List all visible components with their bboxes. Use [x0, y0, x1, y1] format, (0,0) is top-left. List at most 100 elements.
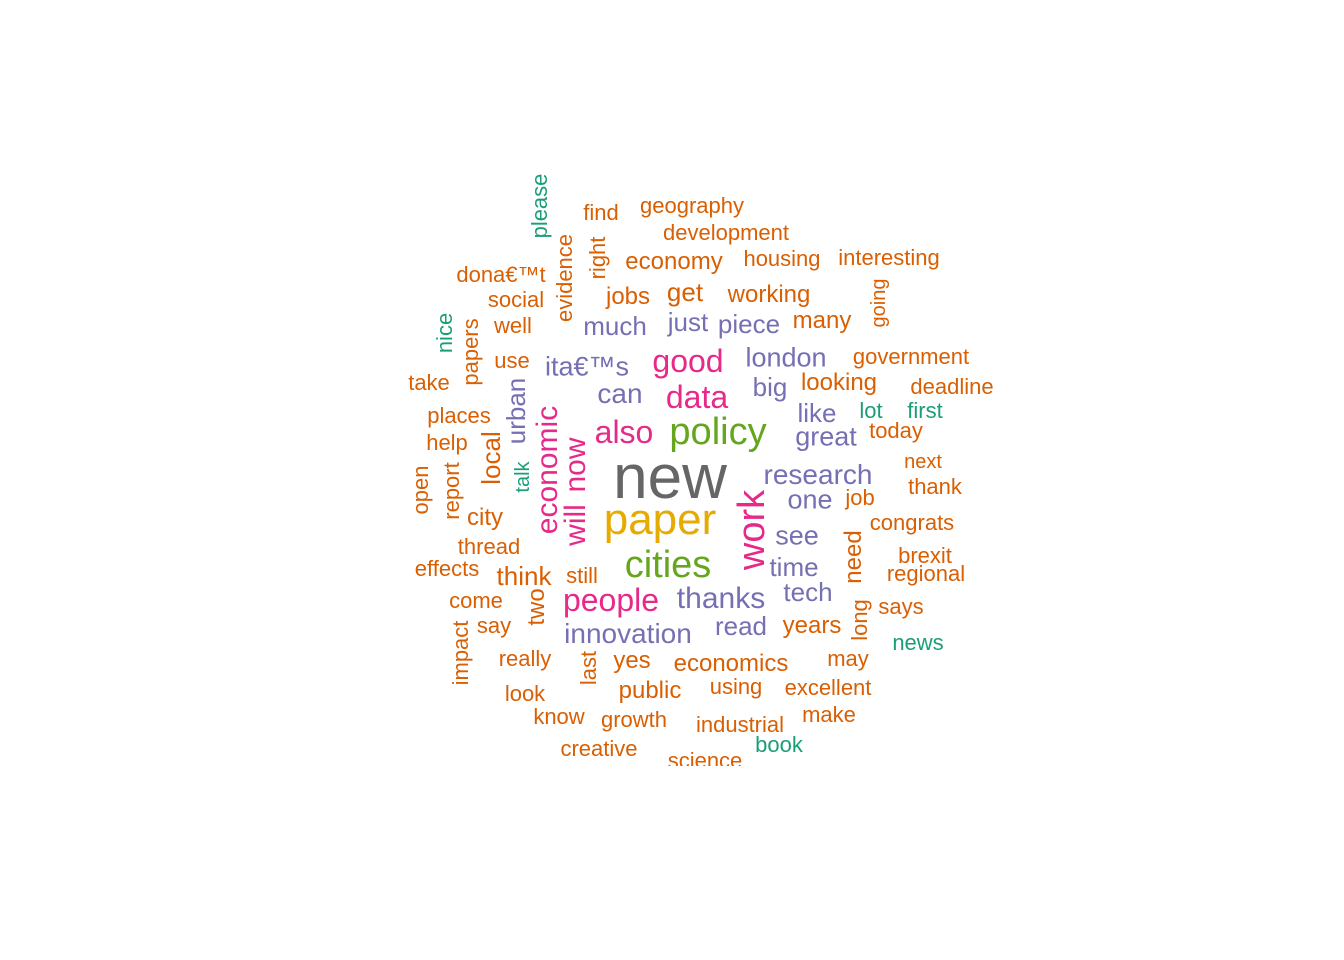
word-24: much — [583, 311, 647, 341]
word-96: first — [907, 398, 943, 423]
word-25: big — [752, 372, 788, 402]
word-7: now — [559, 437, 592, 493]
word-78: make — [802, 702, 856, 727]
word-52: next — [904, 451, 942, 473]
word-38: social — [487, 287, 545, 312]
word-68: yes — [613, 647, 651, 674]
word-cloud-area: new paper policy cities work will now economic a… — [408, 173, 994, 767]
word-43: many — [792, 307, 852, 334]
word-54: job — [845, 485, 875, 510]
word-47: looking — [800, 369, 878, 396]
word-46: take — [408, 370, 450, 395]
word-90: long — [847, 599, 872, 641]
word-67: really — [498, 646, 552, 671]
word-91: impact — [448, 620, 473, 686]
word-86: open — [408, 465, 433, 515]
word-32: find — [583, 200, 619, 225]
word-11: good — [652, 343, 724, 379]
word-31: geography — [640, 193, 744, 218]
word-15: research — [763, 459, 873, 490]
word-8: economic — [531, 405, 564, 535]
word-55: city — [467, 504, 503, 531]
word-28: tech — [783, 577, 833, 607]
word-39: jobs — [605, 283, 651, 310]
word-93: please — [527, 173, 552, 239]
word-76: growth — [600, 707, 668, 732]
word-97: talk — [512, 461, 534, 493]
word-42: well — [494, 313, 532, 338]
word-72: public — [618, 677, 682, 704]
word-36: interesting — [838, 245, 940, 270]
word-87: report — [439, 462, 464, 520]
word-12: people — [562, 582, 660, 618]
word-80: science — [667, 748, 743, 767]
word-20: see — [775, 520, 819, 551]
word-4: cities — [624, 544, 712, 586]
word-30: urban — [501, 377, 531, 445]
word-88: need — [840, 530, 867, 584]
word-13: thanks — [676, 582, 766, 615]
word-84: papers — [458, 318, 483, 386]
word-65: say — [476, 613, 512, 638]
word-83: going — [868, 278, 890, 328]
word-50: help — [426, 430, 468, 455]
word-21: one — [787, 484, 833, 515]
word-77: industrial — [695, 712, 785, 737]
word-16: can — [597, 378, 643, 409]
word-29: read — [714, 611, 768, 641]
word-94: nice — [432, 312, 457, 354]
word-35: housing — [743, 246, 821, 271]
word-61: think — [496, 561, 552, 591]
word-62: still — [566, 563, 598, 588]
word-1: new — [613, 443, 727, 512]
word-58: brexit — [898, 543, 952, 568]
word-18: london — [745, 342, 827, 373]
word-33: development — [663, 220, 789, 245]
word-26: like — [797, 398, 837, 428]
word-95: lot — [859, 398, 883, 423]
word-98: news — [892, 630, 944, 655]
word-69: economics — [673, 650, 789, 677]
word-45: use — [494, 348, 530, 373]
word-56: congrats — [869, 510, 955, 535]
word-70: may — [827, 646, 869, 671]
word-74: excellent — [784, 675, 872, 700]
word-66: years — [782, 612, 842, 639]
word-27: time — [769, 552, 819, 582]
word-14: innovation — [564, 618, 692, 649]
word-64: says — [878, 594, 924, 619]
word-40: get — [666, 277, 704, 307]
word-99: book — [755, 732, 803, 757]
word-23: piece — [717, 309, 781, 339]
word-51: today — [869, 418, 923, 443]
word-79: creative — [560, 736, 638, 761]
word-19: great — [795, 421, 857, 452]
word-5: work — [731, 489, 773, 571]
word-53: thank — [908, 474, 962, 499]
word-6: will — [559, 504, 592, 546]
word-57: thread — [457, 534, 521, 559]
word-9: also — [594, 414, 654, 450]
word-85: local — [476, 431, 506, 485]
word-73: using — [709, 674, 763, 699]
word-3: policy — [669, 411, 767, 453]
word-92: last — [576, 650, 601, 686]
word-63: come — [449, 588, 503, 613]
word-71: look — [504, 681, 546, 706]
word-41: working — [727, 281, 811, 308]
word-17: ita€™s — [544, 351, 630, 382]
word-59: regional — [886, 561, 966, 586]
word-75: know — [533, 704, 585, 729]
word-37: dona€™t — [456, 262, 546, 287]
word-49: places — [427, 403, 491, 428]
word-44: government — [852, 344, 970, 369]
word-89: two — [523, 588, 550, 626]
word-81: evidence — [552, 233, 577, 323]
word-2: paper — [603, 495, 717, 544]
word-48: deadline — [910, 374, 994, 399]
word-60: effects — [414, 556, 480, 581]
word-82: right — [585, 236, 610, 280]
word-10: data — [665, 379, 729, 415]
word-34: economy — [625, 248, 723, 275]
